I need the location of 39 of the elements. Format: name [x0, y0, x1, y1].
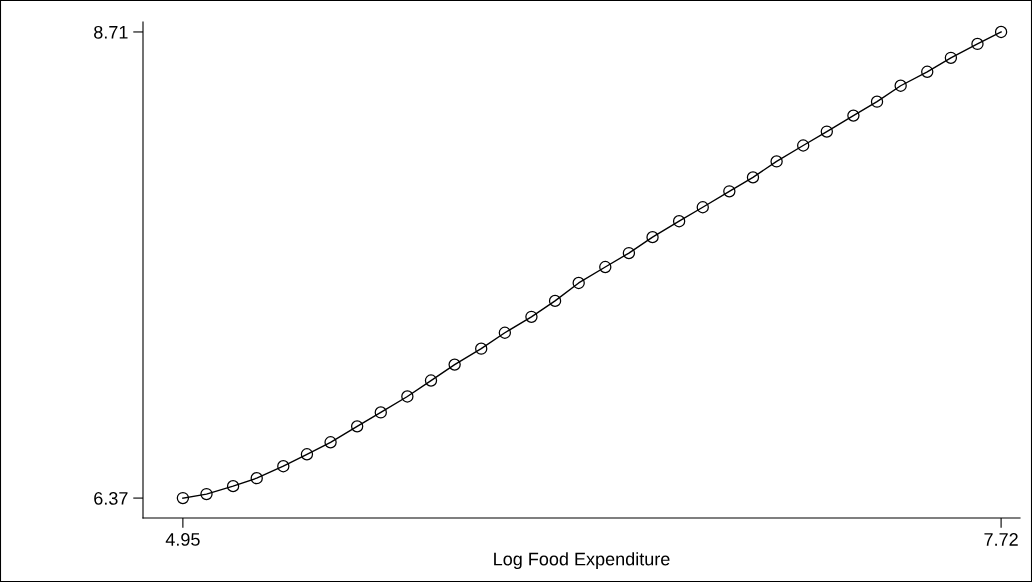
point [723, 185, 736, 198]
point [277, 460, 290, 473]
x-tick-label: 7.72 [984, 533, 1018, 546]
point [448, 358, 461, 371]
point [525, 310, 538, 323]
point [696, 201, 709, 214]
point [401, 390, 414, 403]
point [300, 448, 314, 461]
y-tick-label: 6.37 [94, 492, 128, 505]
point [548, 294, 562, 308]
x-axis-title: Log Food Expenditure [494, 552, 670, 570]
point [475, 342, 488, 355]
point [646, 230, 659, 244]
point [894, 79, 907, 92]
point [672, 215, 686, 228]
point [870, 95, 884, 108]
point [374, 406, 387, 419]
point [572, 276, 585, 290]
point [498, 326, 512, 339]
point [200, 487, 213, 501]
point [994, 25, 1008, 39]
point [250, 471, 263, 485]
point [797, 139, 810, 152]
point [226, 479, 240, 493]
point [770, 155, 783, 168]
point [622, 246, 636, 260]
y-tick-label: 8.71 [94, 25, 128, 39]
point [971, 37, 984, 51]
point [820, 125, 833, 138]
point [746, 171, 760, 184]
x-tick-label: 4.95 [165, 533, 200, 546]
point [847, 109, 860, 122]
point [324, 436, 337, 449]
point [921, 65, 934, 78]
point [944, 51, 958, 65]
point [176, 491, 190, 505]
point [424, 374, 438, 387]
point [350, 420, 364, 433]
point [599, 260, 612, 274]
